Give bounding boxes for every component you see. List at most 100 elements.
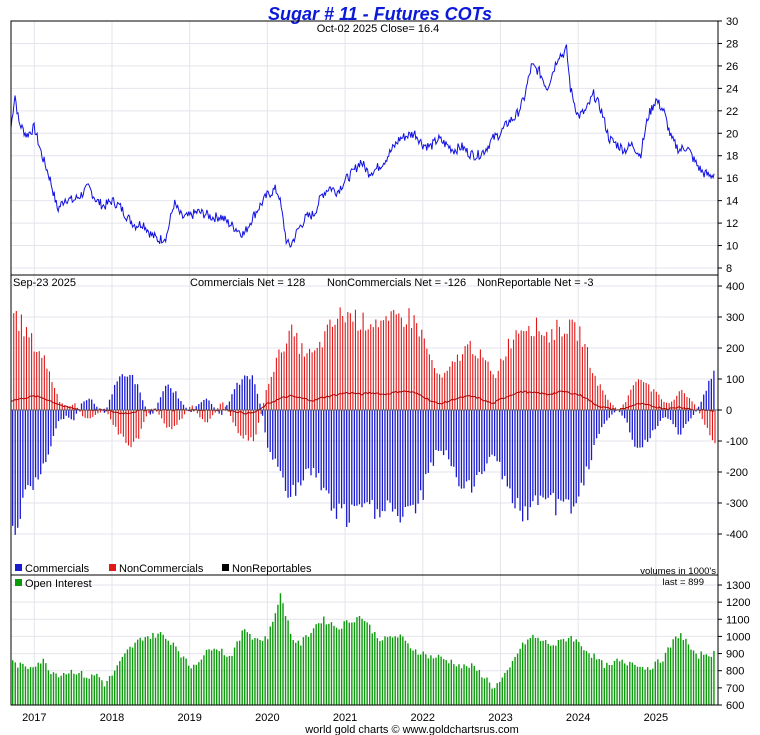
open-interest-bar [565, 641, 567, 705]
noncommercials-bar [382, 320, 385, 410]
commercials-bar [103, 410, 106, 413]
commercials-bar [320, 410, 322, 491]
chart-title: Sugar # 11 - Futures COTs [268, 4, 492, 24]
noncommercials-bar [229, 410, 232, 417]
y-tick-label: 1000 [726, 631, 750, 643]
noncommercials-bar [74, 403, 76, 410]
commercials-bar [251, 375, 253, 410]
noncommercials-bar [115, 410, 117, 427]
commercials-bar [366, 410, 368, 503]
open-interest-bar [218, 651, 220, 705]
legend-label: Open Interest [25, 578, 92, 590]
open-interest-bar [14, 662, 16, 705]
commercials-bar [506, 410, 508, 487]
y-tick-label: 26 [726, 61, 738, 73]
noncommercials-bar [691, 401, 693, 410]
commercials-bar [175, 391, 177, 410]
open-interest-bar [537, 637, 539, 705]
x-tick-label: 2017 [22, 712, 46, 724]
open-interest-bar [149, 638, 152, 705]
open-interest-bar [588, 653, 590, 705]
commercials-bar [606, 410, 608, 421]
open-interest-bar [371, 633, 373, 705]
open-interest-bar [669, 647, 672, 705]
commercials-bar [529, 410, 531, 508]
open-interest-bar [511, 660, 514, 705]
cot-date: Sep-23 2025 [13, 277, 76, 289]
noncommercials-bar [558, 326, 560, 410]
open-interest-bar [542, 640, 544, 705]
open-interest-bar [386, 637, 389, 705]
legend-swatch [15, 579, 22, 586]
noncommercials-bar [15, 310, 17, 410]
open-interest-bar [193, 664, 195, 705]
open-interest-bar [300, 645, 302, 705]
open-interest-bar [675, 636, 677, 705]
noncommercials-bar [574, 322, 576, 410]
commercials-bar [618, 410, 621, 413]
open-interest-bar [147, 636, 149, 705]
open-interest-bar [32, 667, 34, 705]
open-interest-bar [493, 688, 496, 705]
open-interest-bar [129, 646, 131, 705]
open-interest-bar [241, 630, 243, 705]
noncommercials-bar [255, 410, 257, 435]
open-interest-bar [310, 633, 312, 705]
noncommercials-bar [604, 394, 606, 410]
noncommercials-bar [571, 319, 573, 410]
open-interest-bar [448, 663, 450, 705]
noncommercials-bar [212, 410, 214, 416]
open-interest-bar [361, 618, 363, 705]
noncommercials-bar [303, 356, 305, 410]
commercials-bar [570, 410, 572, 514]
open-interest-bar [261, 641, 264, 705]
noncommercials-bar [576, 340, 578, 410]
noncommercials-bar [357, 330, 359, 410]
noncommercials-bar [477, 358, 479, 410]
noncommercials-bar [418, 336, 420, 410]
open-interest-bar [274, 613, 277, 705]
y-tick-label: 300 [726, 312, 744, 324]
noncommercials-bar [589, 367, 591, 410]
noncommercials-bar [316, 347, 318, 410]
open-interest-bar [680, 633, 682, 705]
noncommercials-bar [176, 410, 178, 425]
commercials-bar [458, 410, 460, 487]
commercials-bar [685, 410, 687, 424]
open-interest-bar [68, 673, 70, 705]
open-interest-bar [244, 629, 246, 705]
commercials-bar [136, 384, 139, 410]
commercials-bar [330, 410, 333, 511]
commercials-bar [437, 410, 440, 451]
commercials-bar [315, 410, 317, 478]
noncommercials-bar [33, 351, 35, 410]
open-interest-bar [450, 659, 452, 705]
open-interest-bar [672, 639, 674, 705]
noncommercials-bar [704, 410, 706, 425]
noncommercials-bar [214, 410, 216, 413]
noncommercials-bar [441, 377, 443, 410]
open-interest-bar [27, 668, 29, 705]
noncommercials-bar [79, 410, 81, 412]
noncommercials-bar [314, 350, 316, 410]
noncommercials-bar [500, 358, 502, 410]
commercials-bar [65, 410, 67, 416]
noncommercials-bar [507, 338, 509, 410]
noncommercials-bar [309, 348, 311, 410]
open-interest-bar [124, 653, 126, 705]
commercials-bar [644, 410, 646, 440]
footer-credit: world gold charts © www.goldchartsrus.co… [304, 724, 519, 735]
open-interest-bar [580, 646, 583, 705]
commercials-bar [478, 410, 480, 473]
commercials-bar [547, 410, 549, 498]
noncommercials-bar [331, 326, 334, 410]
open-interest-bar [305, 635, 307, 705]
legend-swatch [222, 564, 229, 571]
commercials-bar [57, 410, 60, 422]
open-interest-bar [358, 615, 361, 705]
open-interest-bar [524, 644, 526, 705]
commercials-bar [200, 402, 202, 410]
commercials-bar [108, 399, 111, 410]
noncommercials-bar [411, 327, 413, 410]
